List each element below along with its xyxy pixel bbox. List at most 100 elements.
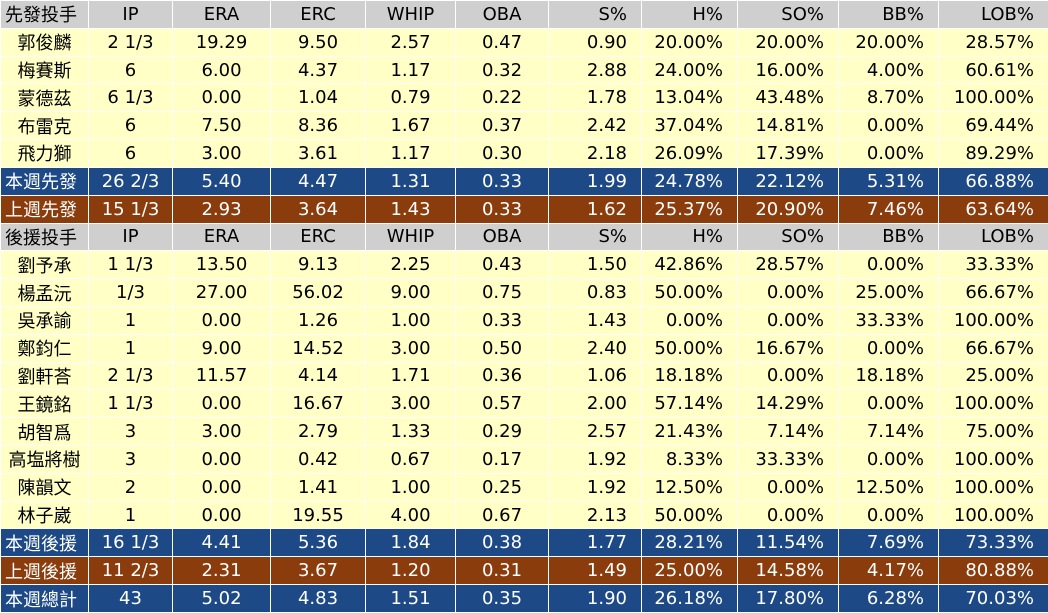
cell: 0.00% [838, 389, 939, 419]
cell: 2.00 [548, 389, 642, 419]
cell: 0.00% [737, 305, 839, 335]
cell: 0.00 [172, 445, 271, 474]
cell: 1.51 [365, 584, 456, 613]
cell: 37.04% [641, 111, 738, 141]
row-label: 先發投手 [0, 0, 89, 29]
cell: 2.25 [365, 250, 456, 280]
row-label: 布雷克 [0, 111, 89, 141]
cell: 1.49 [548, 556, 642, 586]
cell: 5.02 [172, 584, 271, 613]
cell: 20.00% [737, 27, 839, 57]
row-label: 楊孟沅 [0, 278, 89, 307]
cell: 24.00% [641, 55, 738, 85]
row-label: 蒙德茲 [0, 83, 89, 113]
cell: 1.43 [548, 305, 642, 335]
cell: 100.00% [938, 83, 1048, 113]
cell: 26.18% [641, 584, 738, 613]
cell: BB% [838, 0, 939, 29]
cell: 0.57 [455, 389, 549, 419]
pitcher-row: 林子崴 1 0.00 19.55 4.00 0.67 2.13 50.00% 0.00% 0.00… [0, 500, 1048, 530]
cell: 2.31 [172, 556, 271, 586]
cell: 20.00% [641, 27, 738, 57]
cell: 11 2/3 [88, 556, 173, 586]
cell: 66.88% [938, 166, 1048, 196]
header-row: 先發投手 IP ERA ERC WHIP OBA S% H% SO% BB% LOB% [0, 0, 1048, 29]
cell: 1.92 [548, 472, 642, 502]
cell: 1.92 [548, 445, 642, 474]
cell: 1.71 [365, 361, 456, 391]
row-label: 高塩將樹 [0, 445, 89, 474]
row-label: 林子崴 [0, 500, 89, 530]
cell: 3 [88, 417, 173, 446]
cell: 27.00 [172, 278, 271, 307]
total-row: 本週總計 43 5.02 4.83 1.51 0.35 1.90 26.18% 17.80% 6.… [0, 584, 1048, 613]
cell: 3.64 [270, 194, 366, 224]
cell: 1 [88, 333, 173, 363]
pitcher-row: 楊孟沅 1/3 27.00 56.02 9.00 0.75 0.83 50.00% 0.00% 2… [0, 278, 1048, 307]
cell: 1.20 [365, 556, 456, 586]
cell: 1.04 [270, 83, 366, 113]
cell: 73.33% [938, 528, 1048, 558]
cell: 1/3 [88, 278, 173, 307]
cell: 5.40 [172, 166, 271, 196]
cell: 50.00% [641, 278, 738, 307]
cell: OBA [455, 0, 549, 29]
cell: 0.00% [737, 278, 839, 307]
cell: 0.00 [172, 389, 271, 419]
cell: 0.33 [455, 305, 549, 335]
cell: 1.99 [548, 166, 642, 196]
cell: 0.00 [172, 472, 271, 502]
cell: 17.80% [737, 584, 839, 613]
row-label: 郭俊麟 [0, 27, 89, 57]
cell: 3.61 [270, 139, 366, 168]
cell: 18.18% [641, 361, 738, 391]
cell: 4.17% [838, 556, 939, 586]
cell: 7.69% [838, 528, 939, 558]
cell: 66.67% [938, 333, 1048, 363]
row-label: 上週先發 [0, 194, 89, 224]
cell: 7.50 [172, 111, 271, 141]
pitcher-row: 飛力獅 6 3.00 3.61 1.17 0.30 2.18 26.09% 17.39% 0.00… [0, 139, 1048, 168]
cell: 0.38 [455, 528, 549, 558]
cell: 0.83 [548, 278, 642, 307]
cell: 25.37% [641, 194, 738, 224]
summary-row: 本週先發 26 2/3 5.40 4.47 1.31 0.33 1.99 24.78% 22.1… [0, 166, 1048, 196]
cell: 56.02 [270, 278, 366, 307]
pitcher-row: 蒙德茲 6 1/3 0.00 1.04 0.79 0.22 1.78 13.04% 43.48%… [0, 83, 1048, 113]
cell: 0.00% [838, 139, 939, 168]
cell: 0.47 [455, 27, 549, 57]
cell: 63.64% [938, 194, 1048, 224]
cell: LOB% [938, 222, 1048, 252]
cell: 0.00% [737, 500, 839, 530]
cell: 2.57 [548, 417, 642, 446]
cell: 66.67% [938, 278, 1048, 307]
cell: 22.12% [737, 166, 839, 196]
cell: 3.00 [172, 139, 271, 168]
cell: 17.39% [737, 139, 839, 168]
row-label: 本週總計 [0, 584, 89, 613]
cell: 3.00 [172, 417, 271, 446]
cell: 12.50% [641, 472, 738, 502]
cell: 5.36 [270, 528, 366, 558]
cell: 1 1/3 [88, 389, 173, 419]
cell: 1.90 [548, 584, 642, 613]
cell: 100.00% [938, 472, 1048, 502]
cell: 0.29 [455, 417, 549, 446]
cell: 0.43 [455, 250, 549, 280]
cell: SO% [737, 0, 839, 29]
cell: 2.18 [548, 139, 642, 168]
pitcher-row: 劉予承 1 1/3 13.50 9.13 2.25 0.43 1.50 42.86% 28.57… [0, 250, 1048, 280]
cell: 6.00 [172, 55, 271, 85]
cell: IP [88, 0, 173, 29]
cell: 21.43% [641, 417, 738, 446]
cell: 1 1/3 [88, 250, 173, 280]
row-label: 本週後援 [0, 528, 89, 558]
summary-row: 本週後援 16 1/3 4.41 5.36 1.84 0.38 1.77 28.21% 11.5… [0, 528, 1048, 558]
cell: 25.00% [938, 361, 1048, 391]
cell: 0.00 [172, 500, 271, 530]
cell: 1 [88, 305, 173, 335]
cell: 4.41 [172, 528, 271, 558]
cell: 75.00% [938, 417, 1048, 446]
cell: 0.67 [365, 445, 456, 474]
